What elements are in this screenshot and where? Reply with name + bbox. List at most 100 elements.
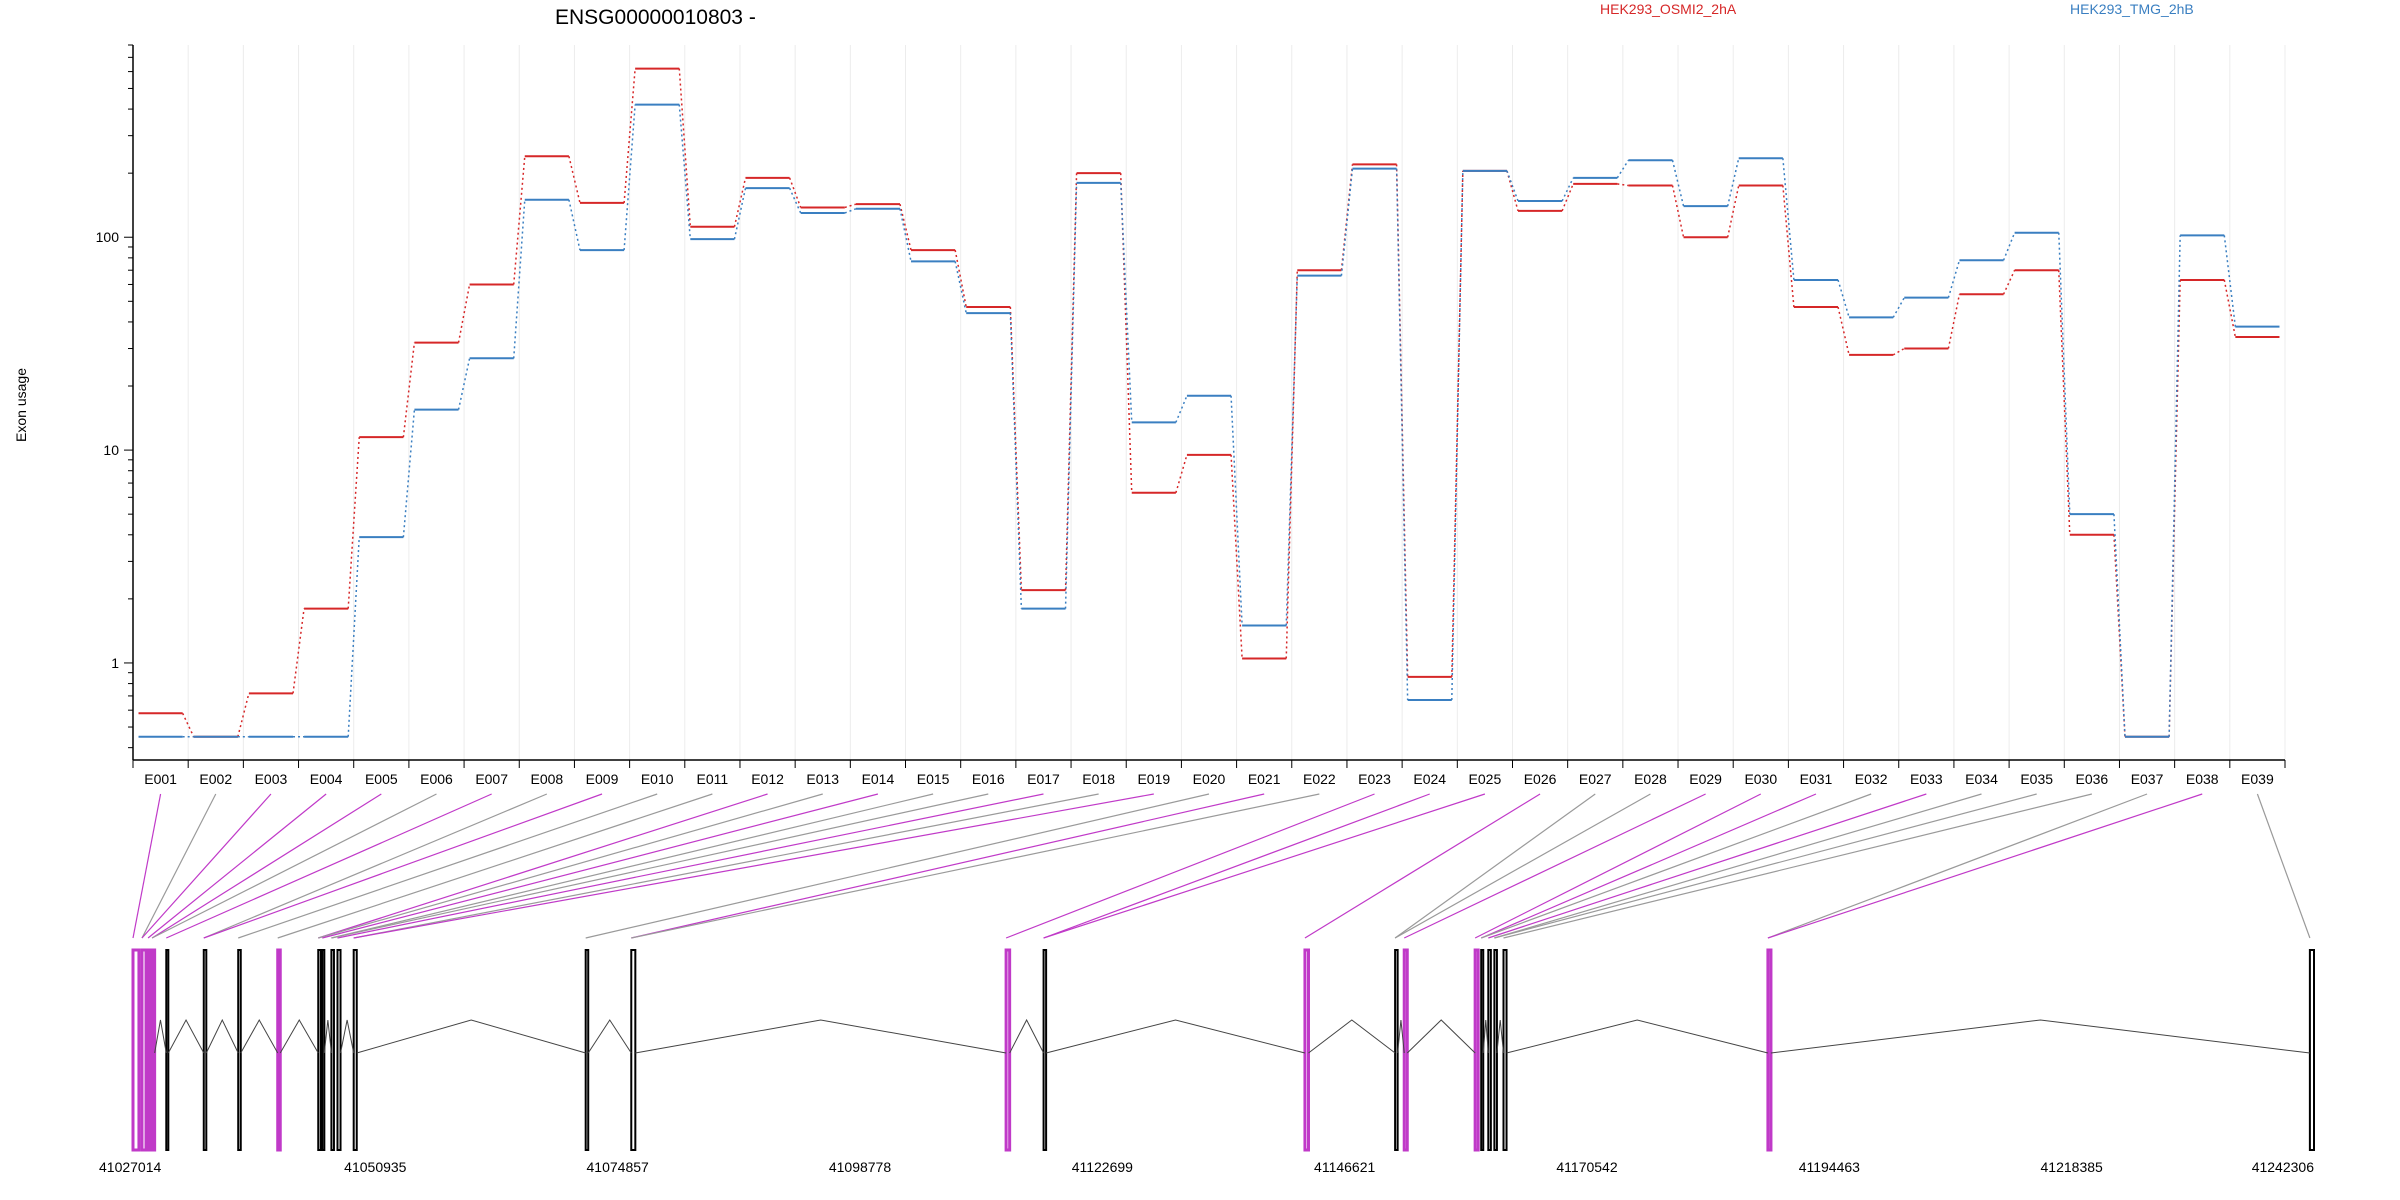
series-connector [1837, 306, 1850, 356]
x-tick-label: E012 [751, 771, 784, 787]
series-connector [1395, 168, 1409, 700]
intron-line [1506, 1019, 1769, 1054]
series-connector [292, 608, 305, 694]
x-tick-label: E019 [1137, 771, 1170, 787]
series-connector [733, 177, 747, 227]
genomic-tick-label: 41122699 [1072, 1159, 1133, 1175]
series-connector [2223, 235, 2237, 327]
series-connector [844, 208, 857, 214]
exon-connector [337, 793, 1044, 939]
x-tick-label: E011 [697, 771, 729, 787]
exon-connector [1043, 793, 1430, 939]
exon-connector [151, 793, 437, 939]
exon-connector [318, 793, 768, 939]
exon-connector [132, 793, 162, 939]
chart-title: ENSG00000010803 - [555, 6, 756, 29]
intron-line [1482, 1019, 1489, 1054]
series-connector [1892, 297, 1905, 318]
x-tick-label: E028 [1634, 771, 1667, 787]
intron-line [1496, 1019, 1505, 1054]
series-connector [678, 68, 692, 227]
series-connector [844, 203, 857, 209]
series-connector [954, 261, 967, 314]
x-tick-label: E010 [641, 771, 674, 787]
series-connector [1451, 170, 1464, 677]
x-tick-label: E003 [255, 771, 288, 787]
exon-connector [322, 793, 879, 939]
exon-connector [238, 793, 658, 939]
series-connector [1782, 185, 1795, 308]
exon-connector [1494, 793, 1982, 939]
exon-box [1473, 948, 1480, 1152]
exon-box [1493, 949, 1498, 1151]
series-connector [402, 342, 416, 438]
x-tick-label: E016 [972, 771, 1005, 787]
exon-connector [1503, 793, 2093, 939]
x-tick-label: E022 [1303, 771, 1336, 787]
exon-box [1042, 949, 1048, 1151]
genomic-tick-label: 41170542 [1556, 1159, 1617, 1175]
series-connector [181, 712, 195, 738]
series-connector [623, 104, 636, 251]
series-connector [733, 188, 747, 240]
exon-connector [1474, 793, 1762, 939]
genomic-tick-label: 41074857 [587, 1159, 650, 1175]
x-tick-label: E006 [420, 771, 453, 787]
x-tick-label: E033 [1910, 771, 1943, 787]
x-tick-label: E034 [1965, 771, 1998, 787]
x-tick-label: E005 [365, 771, 398, 787]
exon-connector [331, 793, 989, 939]
exon-connector [1767, 793, 2148, 939]
exon-connector [1480, 793, 1817, 939]
x-tick-label: E002 [199, 771, 232, 787]
x-tick-label: E036 [2076, 771, 2109, 787]
exon-box [165, 949, 170, 1151]
exon-connector [353, 793, 1154, 939]
intron-line [279, 1018, 319, 1054]
genomic-tick-label: 41194463 [1799, 1159, 1860, 1175]
exon-box [1303, 948, 1310, 1152]
x-tick-label: E013 [806, 771, 839, 787]
intron-line [1397, 1019, 1405, 1054]
exon-box [1394, 949, 1399, 1151]
genomic-tick-label: 41146621 [1314, 1159, 1375, 1175]
genomic-tick-label: 41218385 [2041, 1159, 2104, 1175]
intron-line [587, 1019, 632, 1054]
series-connector [1506, 170, 1519, 202]
exon-connector [147, 793, 327, 939]
series-connector [2058, 270, 2071, 535]
series-connector [347, 537, 360, 737]
series-connector [1671, 185, 1685, 238]
exon-connector [277, 793, 713, 939]
exon-connector [151, 793, 382, 939]
series-connector [1230, 395, 1243, 626]
intron-line [154, 1019, 167, 1054]
exon-connector [203, 793, 548, 939]
series-2 [138, 103, 2280, 738]
series-connector [457, 358, 471, 410]
exon-connector [141, 793, 217, 939]
series-connector [1617, 183, 1629, 187]
y-tick-label: 1 [111, 655, 119, 671]
exon-box [317, 949, 322, 1151]
x-tick-label: E018 [1082, 771, 1115, 787]
x-tick-label: E020 [1193, 771, 1226, 787]
exon-box [1402, 948, 1409, 1152]
exon-box [150, 948, 157, 1152]
legend-series-2: HEK293_TMG_2hB [2070, 1, 2194, 17]
exon-connector [1481, 793, 1872, 939]
intron-line [1308, 1019, 1396, 1054]
exon-connector [1005, 793, 1375, 939]
x-tick-label: E008 [530, 771, 563, 787]
series-connector [899, 208, 912, 262]
exon-connector [318, 793, 823, 939]
exon-box [584, 949, 590, 1151]
exon-connector [1488, 793, 1927, 939]
series-connector [512, 199, 526, 359]
x-tick-label: E030 [1744, 771, 1777, 787]
series-connector [1451, 170, 1464, 700]
series-connector [2168, 235, 2181, 737]
intron-line [240, 1018, 279, 1054]
series-connector [2058, 232, 2071, 515]
